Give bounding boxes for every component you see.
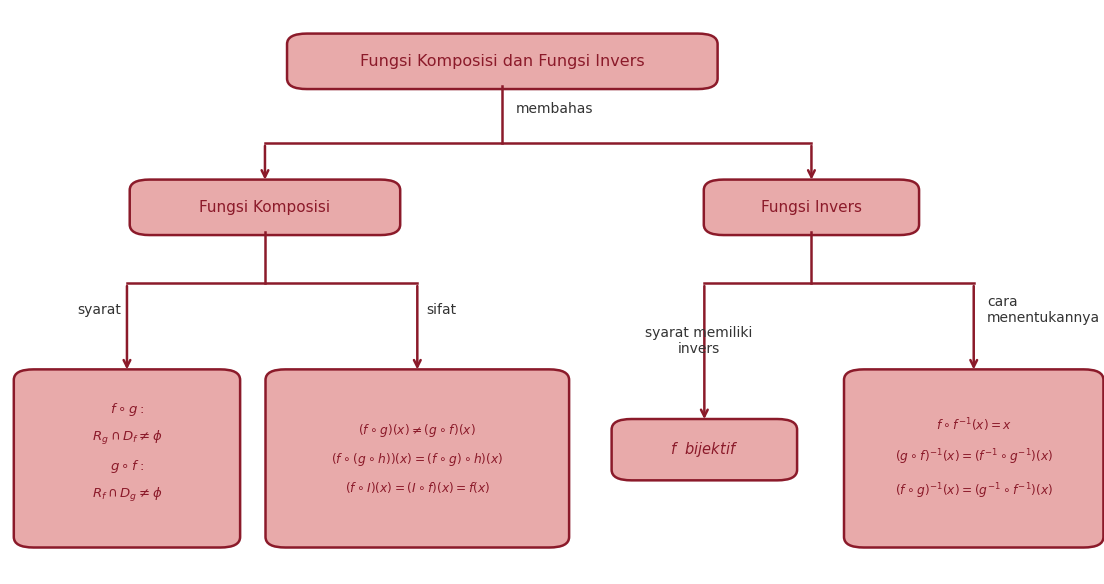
Text: syarat memiliki
invers: syarat memiliki invers	[645, 326, 753, 356]
Text: syarat: syarat	[77, 303, 121, 317]
Text: $f$  bijektif: $f$ bijektif	[670, 440, 739, 459]
FancyBboxPatch shape	[265, 370, 570, 548]
FancyBboxPatch shape	[612, 419, 797, 480]
Text: $(f \circ g)(x) \neq (g \circ f)(x)$
$(f \circ (g \circ h))(x) = (f \circ g) \ci: $(f \circ g)(x) \neq (g \circ f)(x)$ $(f…	[331, 422, 503, 495]
Text: sifat: sifat	[426, 303, 456, 317]
Text: cara
menentukannya: cara menentukannya	[987, 295, 1100, 325]
FancyBboxPatch shape	[843, 370, 1104, 548]
FancyBboxPatch shape	[704, 180, 919, 235]
Text: $f \circ g{:}$
$R_g \cap D_f \neq \phi$
$g \circ f{:}$
$R_f \cap D_g \neq \phi$: $f \circ g{:}$ $R_g \cap D_f \neq \phi$ …	[92, 401, 162, 504]
Text: $f \circ f^{-1}(x) = x$
$(g \circ f)^{-1}(x) = (f^{-1} \circ g^{-1})(x)$
$(f \ci: $f \circ f^{-1}(x) = x$ $(g \circ f)^{-1…	[894, 416, 1053, 500]
FancyBboxPatch shape	[287, 34, 718, 89]
Text: Fungsi Invers: Fungsi Invers	[761, 200, 862, 215]
FancyBboxPatch shape	[13, 370, 241, 548]
Text: Fungsi Komposisi dan Fungsi Invers: Fungsi Komposisi dan Fungsi Invers	[360, 54, 645, 69]
Text: Fungsi Komposisi: Fungsi Komposisi	[200, 200, 330, 215]
Text: membahas: membahas	[516, 102, 593, 116]
FancyBboxPatch shape	[130, 180, 400, 235]
